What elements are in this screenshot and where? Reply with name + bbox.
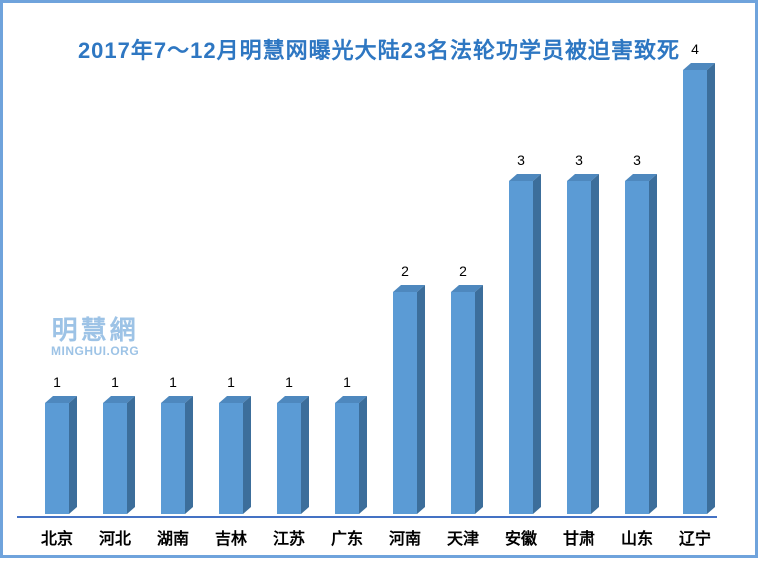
bar-side-face — [301, 396, 309, 514]
bar-value-label: 2 — [401, 263, 409, 279]
category-label-辽宁: 辽宁 — [678, 531, 711, 548]
bar-value-label: 3 — [575, 152, 583, 168]
bar-3d-天津 — [451, 285, 483, 514]
bar-top-face — [451, 285, 483, 292]
category-label-吉林: 吉林 — [214, 531, 247, 548]
bar-3d-甘肃 — [567, 174, 599, 514]
bar-value-label: 1 — [285, 374, 293, 390]
bar-value-label: 4 — [691, 41, 699, 57]
bar-value-label: 1 — [343, 374, 351, 390]
bar-side-face — [127, 396, 135, 514]
category-label-北京: 北京 — [40, 531, 73, 548]
bar-value-label: 2 — [459, 263, 467, 279]
bar-3d-江苏 — [277, 396, 309, 514]
watermark-chinese-text: 明慧網 — [51, 315, 139, 345]
bar-value-label: 1 — [111, 374, 119, 390]
bar-top-face — [625, 174, 657, 181]
bar-side-face — [417, 285, 425, 514]
bar-side-face — [533, 174, 541, 514]
bar-3d-山东 — [625, 174, 657, 514]
bar-front-face — [393, 292, 417, 514]
bar-top-face — [509, 174, 541, 181]
bar-3d-湖南 — [161, 396, 193, 514]
bar-front-face — [219, 403, 243, 514]
bar-top-face — [335, 396, 367, 403]
bar-top-face — [567, 174, 599, 181]
bar-side-face — [707, 63, 715, 514]
bar-top-face — [103, 396, 135, 403]
category-label-河南: 河南 — [388, 531, 421, 548]
bar-front-face — [45, 403, 69, 514]
bar-front-face — [625, 181, 649, 514]
bar-3d-北京 — [45, 396, 77, 514]
bar-side-face — [359, 396, 367, 514]
bar-top-face — [45, 396, 77, 403]
bar-chart-plot-area — [17, 63, 717, 518]
x-axis-line — [17, 516, 717, 518]
minghui-watermark: 明慧網 MINGHUI.ORG — [51, 317, 139, 357]
bar-3d-广东 — [335, 396, 367, 514]
bar-front-face — [509, 181, 533, 514]
category-label-山东: 山东 — [620, 531, 653, 548]
category-label-天津: 天津 — [446, 531, 479, 548]
bar-value-label: 3 — [633, 152, 641, 168]
bar-front-face — [277, 403, 301, 514]
bar-3d-辽宁 — [683, 63, 715, 514]
bar-top-face — [219, 396, 251, 403]
bar-3d-安徽 — [509, 174, 541, 514]
bar-value-label: 1 — [227, 374, 235, 390]
bar-front-face — [451, 292, 475, 514]
category-label-河北: 河北 — [98, 531, 131, 548]
bar-side-face — [185, 396, 193, 514]
bar-side-face — [475, 285, 483, 514]
bar-value-label: 1 — [169, 374, 177, 390]
category-label-湖南: 湖南 — [156, 531, 189, 548]
bar-front-face — [161, 403, 185, 514]
bar-value-label: 3 — [517, 152, 525, 168]
bar-top-face — [277, 396, 309, 403]
bar-side-face — [243, 396, 251, 514]
bar-front-face — [335, 403, 359, 514]
category-label-甘肃: 甘肃 — [562, 531, 595, 548]
bar-value-label: 1 — [53, 374, 61, 390]
bar-front-face — [103, 403, 127, 514]
bar-side-face — [69, 396, 77, 514]
chart-title: 2017年7～12月明慧网曝光大陆23名法轮功学员被迫害致死 — [77, 38, 681, 63]
bar-side-face — [591, 174, 599, 514]
bar-top-face — [393, 285, 425, 292]
bar-3d-河北 — [103, 396, 135, 514]
bar-side-face — [649, 174, 657, 514]
category-label-广东: 广东 — [330, 531, 363, 548]
bar-front-face — [567, 181, 591, 514]
watermark-latin-text: MINGHUI.ORG — [51, 344, 140, 358]
bar-3d-河南 — [393, 285, 425, 514]
bar-top-face — [683, 63, 715, 70]
bar-top-face — [161, 396, 193, 403]
category-label-江苏: 江苏 — [272, 531, 305, 548]
category-label-安徽: 安徽 — [504, 531, 537, 548]
bar-3d-吉林 — [219, 396, 251, 514]
bar-front-face — [683, 70, 707, 514]
